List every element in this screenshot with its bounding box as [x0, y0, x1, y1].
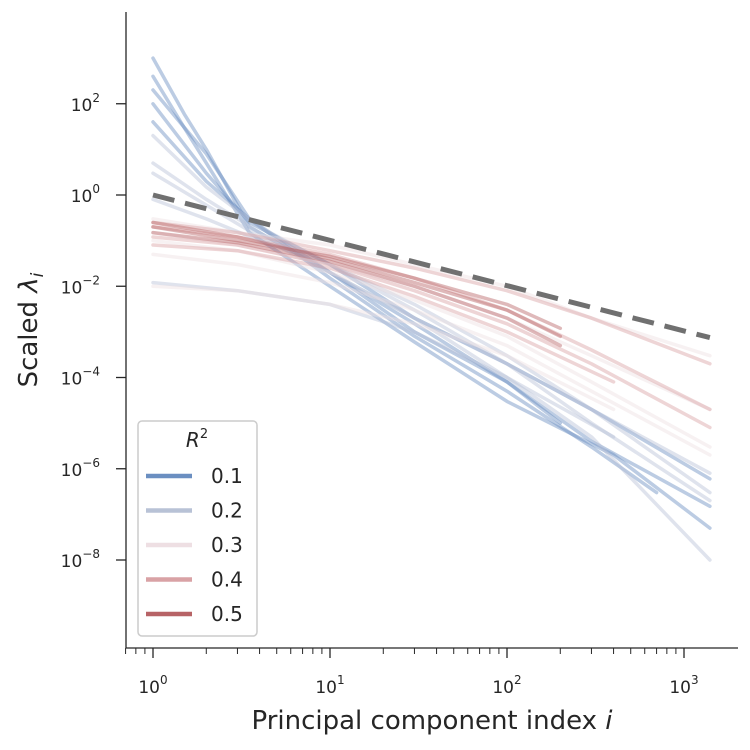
- series-line-r2-05-21: [151, 225, 563, 331]
- series-line-r2-04-16: [151, 235, 712, 430]
- y-axis-title: Scaled λi: [14, 272, 48, 387]
- legend-label-03: 0.3: [211, 533, 243, 557]
- series-line-r2-04-15: [151, 225, 712, 412]
- x-ticks: 100 101 102 103: [125, 648, 699, 698]
- x-tick-label: 100: [138, 673, 167, 698]
- series-line-r2-05-19: [151, 220, 563, 339]
- series-line-r2-02-5: [151, 133, 712, 475]
- y-tick-label: 10−8: [61, 547, 100, 572]
- legend-label-02: 0.2: [211, 499, 243, 523]
- y-tick-label: 100: [71, 182, 100, 207]
- legend: R2 0.1 0.2 0.3 0.4 0.5: [137, 420, 258, 637]
- series-line-r2-01-0: [151, 56, 712, 509]
- y-ticks: 102 100 10−2 10−4 10−6 10−8: [61, 91, 126, 572]
- series-line-r2-02-9: [151, 171, 712, 503]
- series-line-r2-01-4: [151, 88, 659, 495]
- series-line-r2-01-1: [151, 74, 712, 530]
- series-line-r2-05-20: [151, 230, 563, 348]
- series-layer: [151, 56, 712, 562]
- y-tick-label: 10−2: [61, 273, 100, 298]
- series-line-r2-03-12: [151, 252, 712, 457]
- legend-label-05: 0.5: [211, 602, 243, 626]
- legend-label-01: 0.1: [211, 464, 243, 488]
- reference-dashed-line: [152, 192, 711, 340]
- series-line-r2-02-7: [151, 197, 712, 495]
- series-line-r2-04-17: [151, 220, 712, 366]
- legend-title: R2: [186, 427, 208, 452]
- y-tick-label: 10−4: [61, 365, 100, 390]
- series-line-r2-02-8: [151, 280, 712, 562]
- y-tick-label: 102: [71, 91, 100, 116]
- series-line-r2-01-3: [151, 120, 563, 425]
- series-line-r2-02-6: [151, 161, 616, 439]
- series-line-r2-01-2: [151, 102, 712, 481]
- x-tick-label: 103: [669, 673, 698, 698]
- x-tick-label: 102: [492, 673, 521, 698]
- legend-label-04: 0.4: [211, 568, 243, 592]
- series-line-r2-04-18: [151, 243, 616, 384]
- series-line-r2-03-11: [151, 230, 712, 412]
- legend-entries: 0.1 0.2 0.3 0.4 0.5: [146, 464, 243, 626]
- series-line-r2-03-13: [151, 284, 616, 412]
- series-line-r2-03-14: [151, 238, 712, 449]
- x-tick-label: 101: [315, 673, 344, 698]
- y-tick-label: 10−6: [61, 456, 100, 481]
- axes: 100 101 102 103 102 100 10−2 10−4 10−6 10−8: [61, 12, 738, 698]
- x-axis-title: Principal component index i: [251, 706, 613, 736]
